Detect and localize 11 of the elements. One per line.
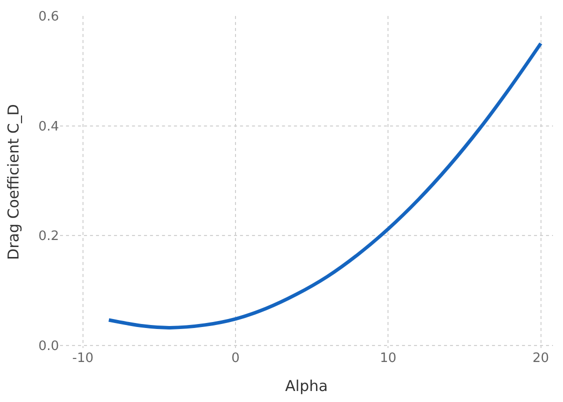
y-tick-label: 0.4 (38, 119, 59, 134)
y-axis-title: Drag Coefficient C_D (4, 104, 23, 260)
x-tick-label: -10 (72, 351, 94, 366)
x-tick-label: 10 (380, 351, 396, 366)
y-tick-label: 0.0 (38, 338, 59, 354)
y-tick-label: 0.2 (38, 229, 59, 244)
x-tick-label: 0 (231, 351, 240, 366)
x-tick-label: 20 (532, 351, 550, 366)
x-axis-title: Alpha (285, 377, 328, 395)
line-series (107, 42, 543, 330)
y-tick-label: 0.6 (38, 10, 59, 25)
